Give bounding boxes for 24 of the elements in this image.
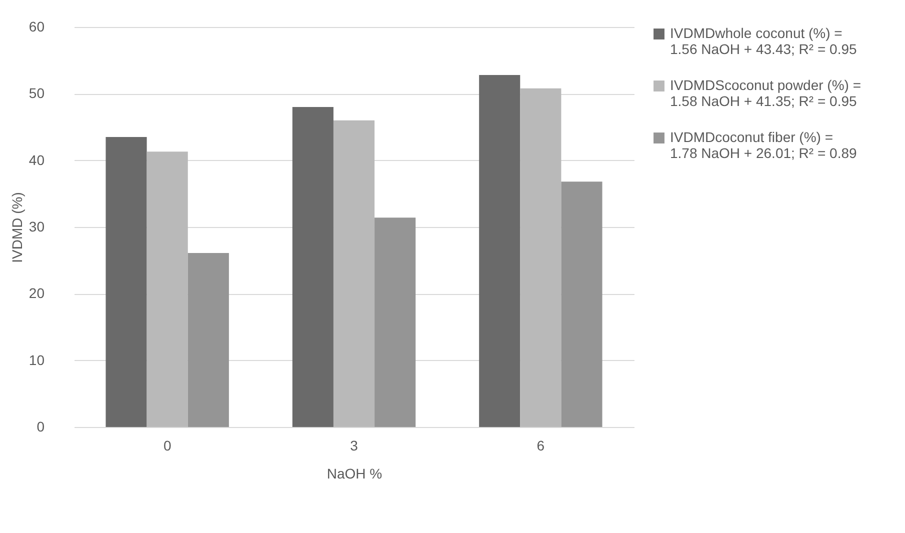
y-tick-label: 50 [28,85,45,102]
bar [106,137,147,427]
bar [146,152,188,427]
bar [520,88,562,427]
x-tick-label: 3 [350,438,358,454]
legend-label: IVDMDScoconut powder (%) = 1.58 NaOH + 41.35; R² = 0.95 [670,77,862,109]
y-tick-label: 0 [36,418,45,434]
y-tick-label: 20 [28,285,45,302]
y-tick-label: 40 [28,152,45,168]
bar [333,120,375,427]
y-tick-label: 10 [28,352,45,368]
x-tick-label: 0 [163,438,172,454]
legend-label: IVDMDwhole coconut (%) = 1.56 NaOH + 43.43; R² = 0.95 [670,25,857,57]
x-tick-label: 6 [536,438,545,454]
bar [188,253,229,427]
y-tick-label: 60 [28,18,45,34]
y-tick-label: 30 [28,218,45,234]
bar [561,182,602,427]
bar [292,107,334,427]
x-axis-title: NaOH % [326,466,382,482]
bar [374,218,416,427]
bar [479,75,520,427]
legend-label: IVDMDcoconut fiber (%) = 1.78 NaOH + 26.01; R² = 0.89 [670,129,857,161]
y-axis-title: IVDMD (%) [8,192,25,263]
